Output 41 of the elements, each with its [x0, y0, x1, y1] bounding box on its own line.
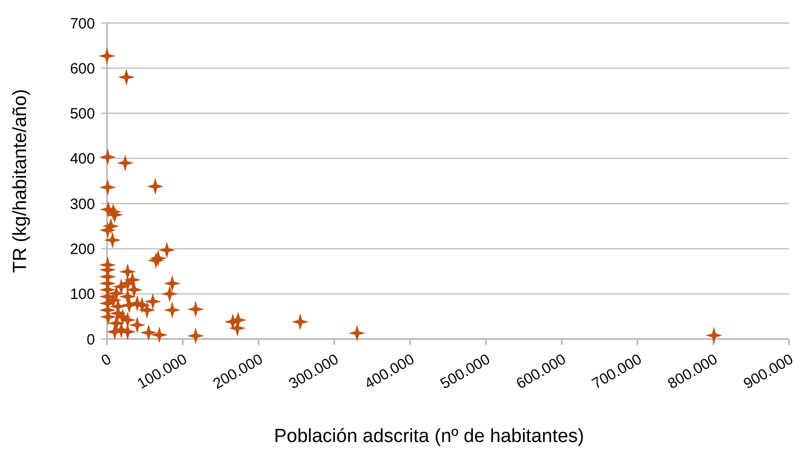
point [126, 282, 142, 298]
point [120, 289, 136, 304]
y-tick-label: 400 [70, 150, 95, 168]
y-tick-label: 100 [70, 286, 95, 304]
point [106, 292, 121, 308]
point [100, 48, 114, 64]
point [148, 179, 163, 194]
point [130, 318, 145, 332]
point [100, 222, 116, 238]
point [100, 150, 116, 164]
point [114, 279, 129, 294]
point [292, 314, 308, 330]
point [706, 328, 722, 343]
y-tick-label: 300 [70, 196, 95, 213]
point [105, 232, 120, 248]
point [159, 242, 174, 258]
point [107, 207, 122, 222]
y-tick-label: 500 [70, 106, 95, 123]
y-tick-label: 200 [70, 240, 95, 258]
point [100, 180, 116, 195]
point [188, 328, 204, 344]
x-axis-title: Población adscrita (nº de habitantes) [274, 426, 584, 447]
point [164, 276, 180, 291]
y-tick-label: 700 [70, 15, 95, 32]
point [152, 328, 167, 342]
point [141, 325, 156, 340]
point [164, 302, 180, 318]
point [140, 302, 154, 318]
point [120, 264, 136, 280]
x-tick-label: 0 [98, 350, 114, 370]
y-tick-label: 0 [86, 331, 95, 348]
point [162, 286, 178, 302]
point [145, 294, 160, 309]
point [108, 286, 124, 301]
point [118, 156, 133, 170]
y-tick-label: 600 [70, 60, 95, 78]
point [115, 309, 130, 324]
point [188, 302, 204, 317]
point [350, 326, 364, 341]
point [119, 70, 134, 85]
y-axis-title: TR (kg/habitante/año) [10, 89, 31, 273]
